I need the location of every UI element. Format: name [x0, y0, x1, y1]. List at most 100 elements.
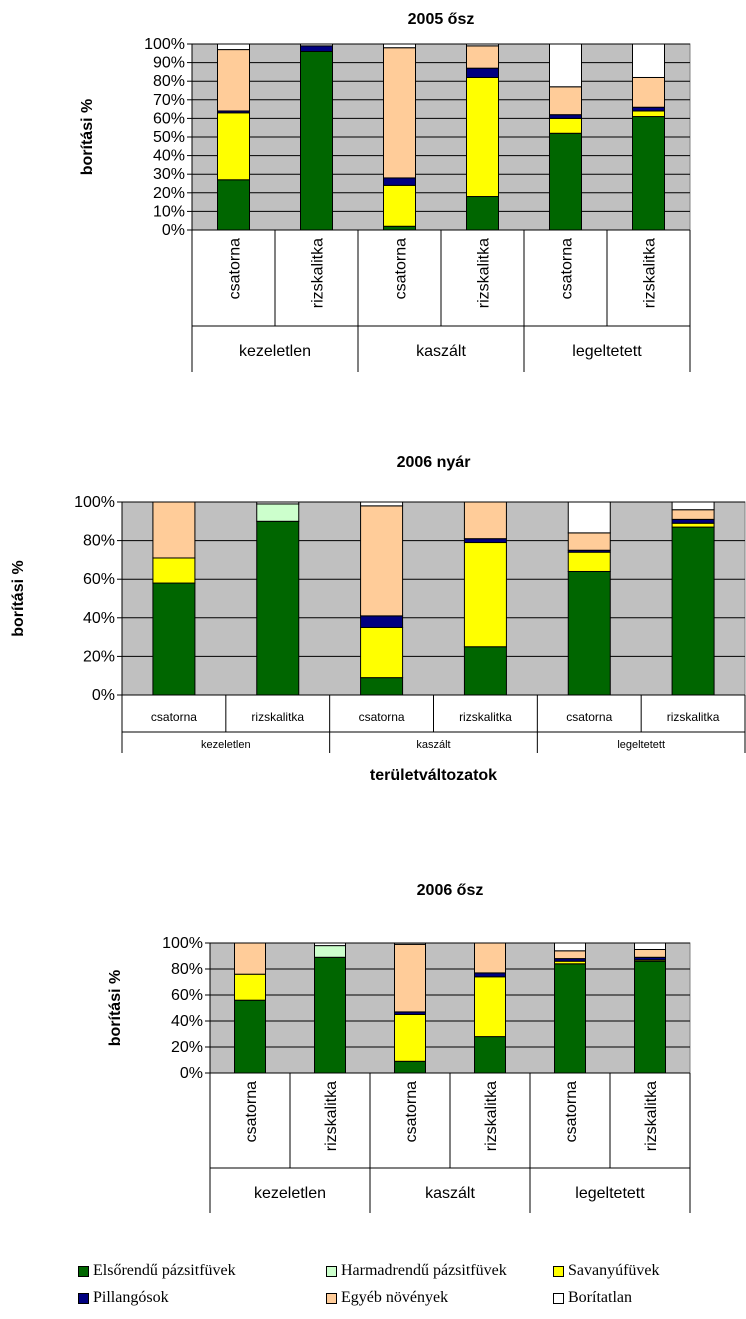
- x-group-label: legeltetett: [617, 739, 665, 751]
- x-group-label: kezeletlen: [201, 739, 251, 751]
- bar-segment: [632, 76, 665, 108]
- x-tick-label: csatorna: [566, 710, 612, 724]
- x-tick-label: csatorna: [563, 1081, 580, 1142]
- x-group-label: kezeletlen: [254, 1185, 326, 1202]
- y-tick-label: 100%: [162, 935, 203, 952]
- bar-segment: [466, 67, 499, 78]
- x-axis-label: területváltozatok: [370, 767, 497, 784]
- bar-segment: [554, 963, 586, 1074]
- bar-segment: [474, 972, 506, 978]
- x-tick-label: csatorna: [359, 710, 405, 724]
- bar-segment: [394, 942, 426, 945]
- y-tick-label: 20%: [171, 1039, 203, 1056]
- y-tick-label: 80%: [153, 73, 185, 90]
- y-tick-label: 0%: [162, 222, 185, 239]
- legend-swatch: [78, 1292, 89, 1304]
- bar-segment: [234, 999, 266, 1074]
- bar-segment: [360, 677, 404, 696]
- bar-segment: [360, 615, 404, 628]
- bar-segment: [256, 503, 300, 522]
- bar-segment: [463, 538, 507, 544]
- bar-segment: [463, 501, 507, 540]
- legend-swatch: [553, 1292, 564, 1304]
- x-tick-label: rizskalitka: [667, 710, 720, 724]
- y-tick-label: 60%: [171, 987, 203, 1004]
- legend-swatch: [78, 1265, 89, 1277]
- chart-title: 2005 ősz: [408, 11, 475, 28]
- x-tick-label: csatorna: [393, 238, 410, 299]
- y-tick-label: 100%: [144, 36, 185, 53]
- bar-segment: [474, 942, 506, 974]
- x-tick-label: csatorna: [151, 710, 197, 724]
- y-tick-label: 20%: [153, 185, 185, 202]
- bar-segment: [256, 520, 300, 696]
- legend-label: Harmadrendű pázsitfüvek: [341, 1262, 507, 1279]
- bar-segment: [217, 179, 250, 231]
- bar-segment: [632, 106, 665, 112]
- y-tick-label: 80%: [83, 533, 115, 550]
- legend-item: Harmadrendű pázsitfüvek: [326, 1262, 507, 1280]
- plot-area: [121, 501, 746, 696]
- x-tick-label: csatorna: [403, 1081, 420, 1142]
- bar-segment: [217, 112, 250, 181]
- legend-item: Pillangósok: [78, 1289, 169, 1307]
- bar-segment: [549, 86, 582, 116]
- legend-label: Elsőrendű pázsitfüvek: [93, 1262, 236, 1279]
- legend-item: Elsőrendű pázsitfüvek: [78, 1262, 236, 1280]
- bar-segment: [549, 117, 582, 134]
- y-tick-label: 50%: [153, 129, 185, 146]
- bar-segment: [671, 522, 715, 528]
- bar-segment: [360, 626, 404, 679]
- y-axis-label: borítási %: [79, 99, 96, 175]
- bar-segment: [300, 50, 333, 231]
- bar-segment: [567, 501, 611, 534]
- bar-segment: [314, 942, 346, 947]
- bar-segment: [463, 542, 507, 648]
- y-axis-label: borítási %: [10, 560, 27, 636]
- bar-segment: [549, 43, 582, 88]
- x-group-label: legeltetett: [572, 343, 642, 360]
- y-tick-label: 30%: [153, 166, 185, 183]
- x-group-label: kaszált: [416, 343, 466, 360]
- x-tick-label: rizskalitka: [483, 1081, 500, 1151]
- bar-segment: [360, 501, 404, 507]
- x-group-label: legeltetett: [575, 1185, 645, 1202]
- x-tick-label: rizskalitka: [459, 710, 512, 724]
- x-group-label: kezeletlen: [239, 343, 311, 360]
- bar-segment: [394, 1014, 426, 1062]
- bar-segment: [383, 184, 416, 227]
- bar-segment: [474, 976, 506, 1038]
- bar-segment: [383, 47, 416, 179]
- bar-segment: [474, 1036, 506, 1074]
- y-tick-label: 40%: [83, 610, 115, 627]
- bar-segment: [549, 132, 582, 231]
- legend-label: Egyéb növények: [341, 1289, 449, 1306]
- y-tick-label: 20%: [83, 648, 115, 665]
- x-group-label: kaszált: [425, 1185, 475, 1202]
- x-tick-label: rizskalitka: [310, 238, 327, 308]
- legend-swatch: [326, 1292, 337, 1304]
- bar-segment: [394, 1060, 426, 1074]
- bar-segment: [567, 532, 611, 551]
- bar-segment: [394, 943, 426, 1013]
- bar-segment: [256, 501, 300, 505]
- x-tick-label: rizskalitka: [642, 238, 659, 308]
- legend-swatch: [553, 1265, 564, 1277]
- y-tick-label: 100%: [74, 494, 115, 511]
- bar-segment: [300, 43, 333, 47]
- bar-segment: [234, 973, 266, 1001]
- legend-label: Savanyúfüvek: [568, 1262, 660, 1279]
- y-tick-label: 0%: [92, 687, 115, 704]
- legend-item: Egyéb növények: [326, 1289, 448, 1307]
- bar-segment: [554, 950, 586, 960]
- bar-segment: [217, 49, 250, 112]
- bar-segment: [567, 570, 611, 696]
- y-tick-label: 70%: [153, 92, 185, 109]
- bar-segment: [632, 110, 665, 118]
- bar-segment: [634, 949, 666, 958]
- x-tick-label: csatorna: [559, 238, 576, 299]
- y-tick-label: 0%: [180, 1065, 203, 1082]
- y-tick-label: 60%: [83, 571, 115, 588]
- bar-segment: [152, 501, 196, 559]
- bar-segment: [152, 557, 196, 584]
